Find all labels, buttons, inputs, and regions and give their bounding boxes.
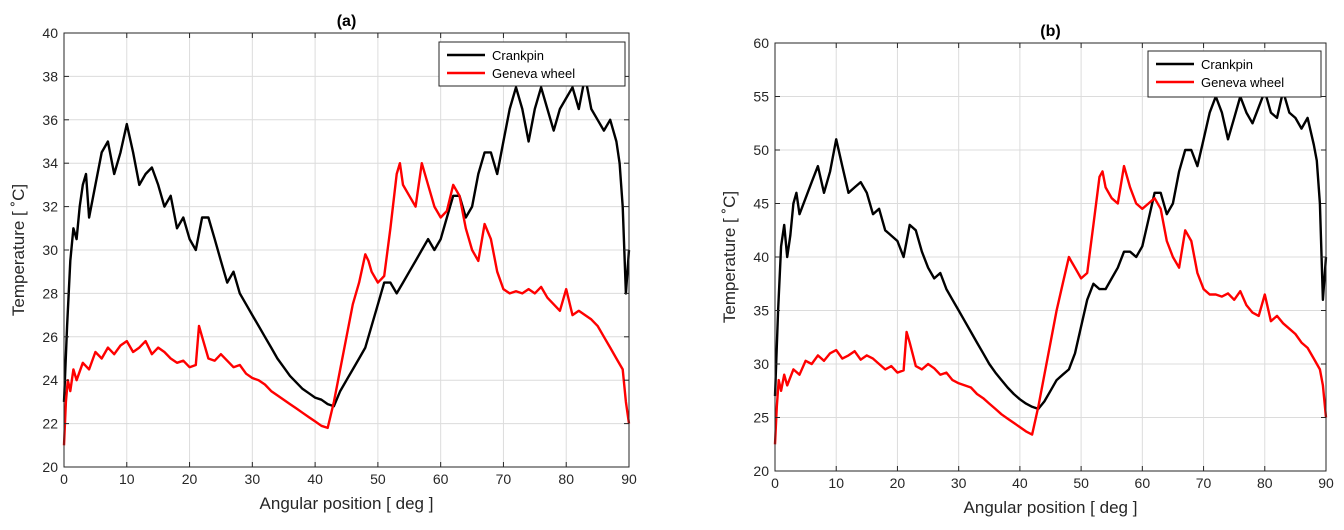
y-tick-label: 20 [753,463,769,479]
y-tick-label: 32 [42,199,58,215]
legend-box [438,41,626,87]
legend-label: Geneva wheel [1201,75,1284,90]
y-tick-label: 45 [753,196,769,212]
x-tick-label: 50 [1073,475,1089,491]
y-tick-label: 26 [42,329,58,345]
x-tick-label: 30 [245,471,261,487]
y-tick-label: 60 [753,35,769,51]
x-tick-label: 20 [890,475,906,491]
series-line-geneva-wheel [62,161,631,446]
legend: Crankpin Geneva wheel [438,41,626,87]
x-tick-label: 20 [182,471,198,487]
y-tick-label: 40 [42,25,58,41]
y-tick-label: 25 [753,410,769,426]
y-axis-label: Temperature [ ˚C] [9,184,28,316]
y-tick-label: 20 [42,459,58,475]
y-tick-label: 50 [753,142,769,158]
x-tick-label: 70 [1196,475,1212,491]
legend-label: Geneva wheel [492,66,575,81]
y-tick-label: 24 [42,372,58,388]
chart-panel-b: 0 10 20 30 40 50 60 70 80 90 20 25 30 35 40 45 50 55 60 (b)… [720,23,1334,517]
x-axis-label: Angular position [ deg ] [260,494,434,513]
tick-labels: 0 10 20 30 40 50 60 70 80 90 20 25 30 35 40 45 50 55 60 [753,35,1334,491]
y-tick-label: 30 [42,242,58,258]
legend-label: Crankpin [1201,57,1253,72]
y-tick-label: 40 [753,249,769,265]
chart-title: (b) [1040,23,1060,40]
x-tick-label: 10 [119,471,135,487]
x-tick-label: 0 [60,471,68,487]
x-tick-label: 60 [1135,475,1151,491]
series-line-geneva-wheel [773,164,1328,445]
x-axis-label: Angular position [ deg ] [964,498,1138,517]
y-tick-label: 35 [753,303,769,319]
x-tick-label: 70 [496,471,512,487]
x-tick-label: 90 [621,471,637,487]
y-tick-label: 38 [42,68,58,84]
y-axis-label: Temperature [ ˚C] [720,191,739,323]
x-tick-label: 50 [370,471,386,487]
x-tick-label: 30 [951,475,967,491]
y-tick-label: 36 [42,112,58,128]
legend: Crankpin Geneva wheel [1147,50,1322,98]
x-tick-label: 40 [307,471,323,487]
x-tick-label: 60 [433,471,449,487]
chart-panel-a: 0 10 20 30 40 50 60 70 80 90 20 22 24 26 28 30 32 34 36 38 4… [9,13,637,513]
legend-label: Crankpin [492,48,544,63]
x-tick-label: 80 [558,471,574,487]
y-tick-label: 30 [753,356,769,372]
legend-box [1147,50,1322,98]
y-tick-label: 28 [42,285,58,301]
y-tick-label: 34 [42,155,58,171]
x-tick-label: 40 [1012,475,1028,491]
y-tick-label: 55 [753,89,769,105]
x-tick-label: 90 [1318,475,1334,491]
series-line-crankpin [62,75,631,408]
tick-labels: 0 10 20 30 40 50 60 70 80 90 20 22 24 26 28 30 32 34 36 38 4… [42,25,637,487]
chart-title: (a) [337,13,357,30]
y-tick-label: 22 [42,416,58,432]
x-tick-label: 0 [771,475,779,491]
x-tick-label: 10 [828,475,844,491]
x-tick-label: 80 [1257,475,1273,491]
